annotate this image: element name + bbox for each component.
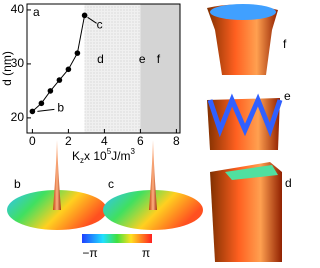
tube-d: d	[210, 162, 291, 262]
region-label: d	[97, 52, 104, 66]
data-point	[38, 100, 45, 107]
disk-c: c	[103, 140, 203, 230]
frame	[26, 3, 181, 134]
x-axis-label-part: K	[72, 149, 80, 163]
x-axis-label-part: J/m	[111, 149, 130, 163]
data-point	[65, 66, 72, 73]
image-label: e	[284, 89, 291, 103]
colorbar-label: −π	[82, 246, 97, 260]
tube-f: f	[207, 4, 287, 76]
data-point	[56, 77, 63, 83]
data-point	[47, 88, 54, 94]
image-label: b	[14, 177, 21, 191]
data-point	[29, 108, 36, 115]
region-label: e	[139, 52, 146, 66]
x-tick-label: 0	[29, 134, 36, 148]
y-tick-label: 30	[11, 56, 25, 70]
y-tick-label: 20	[11, 110, 25, 124]
image-label: f	[283, 37, 287, 51]
annotation: b	[57, 101, 64, 115]
annotation-arrow	[87, 16, 97, 24]
image-label: d	[285, 176, 291, 190]
data-point	[81, 12, 88, 19]
annotation: c	[97, 18, 103, 32]
x-tick-label: 8	[173, 134, 180, 148]
y-axis-label: d (nm)	[0, 51, 14, 86]
data-point	[74, 50, 81, 56]
x-tick-label: 6	[137, 134, 144, 148]
panel-label: a	[33, 5, 40, 19]
plot: d e f 0 2 4 6 8 20 30 40 d (nm) Kzx 105J/m3 a b c	[0, 2, 181, 165]
region	[140, 4, 180, 133]
colorbar	[82, 234, 152, 243]
region	[84, 4, 141, 133]
image-label: c	[108, 177, 114, 191]
x-axis-label-script: 3	[131, 147, 136, 156]
data-line	[32, 15, 86, 112]
disk-b: b	[7, 140, 107, 230]
annotation-arrow	[37, 108, 55, 112]
x-axis-label: Kzx 105J/m3	[72, 147, 136, 165]
x-tick-label: 4	[101, 134, 108, 148]
tube-e: e	[207, 89, 291, 150]
x-axis-label-part: x 10	[84, 149, 107, 163]
x-tick-label: 2	[65, 134, 72, 148]
x-axis-label-script: z	[80, 156, 84, 165]
x-axis-label-script: 5	[107, 147, 112, 156]
colorbar-label: π	[142, 246, 150, 260]
region-label: f	[157, 52, 161, 66]
y-tick-label: 40	[11, 2, 25, 16]
